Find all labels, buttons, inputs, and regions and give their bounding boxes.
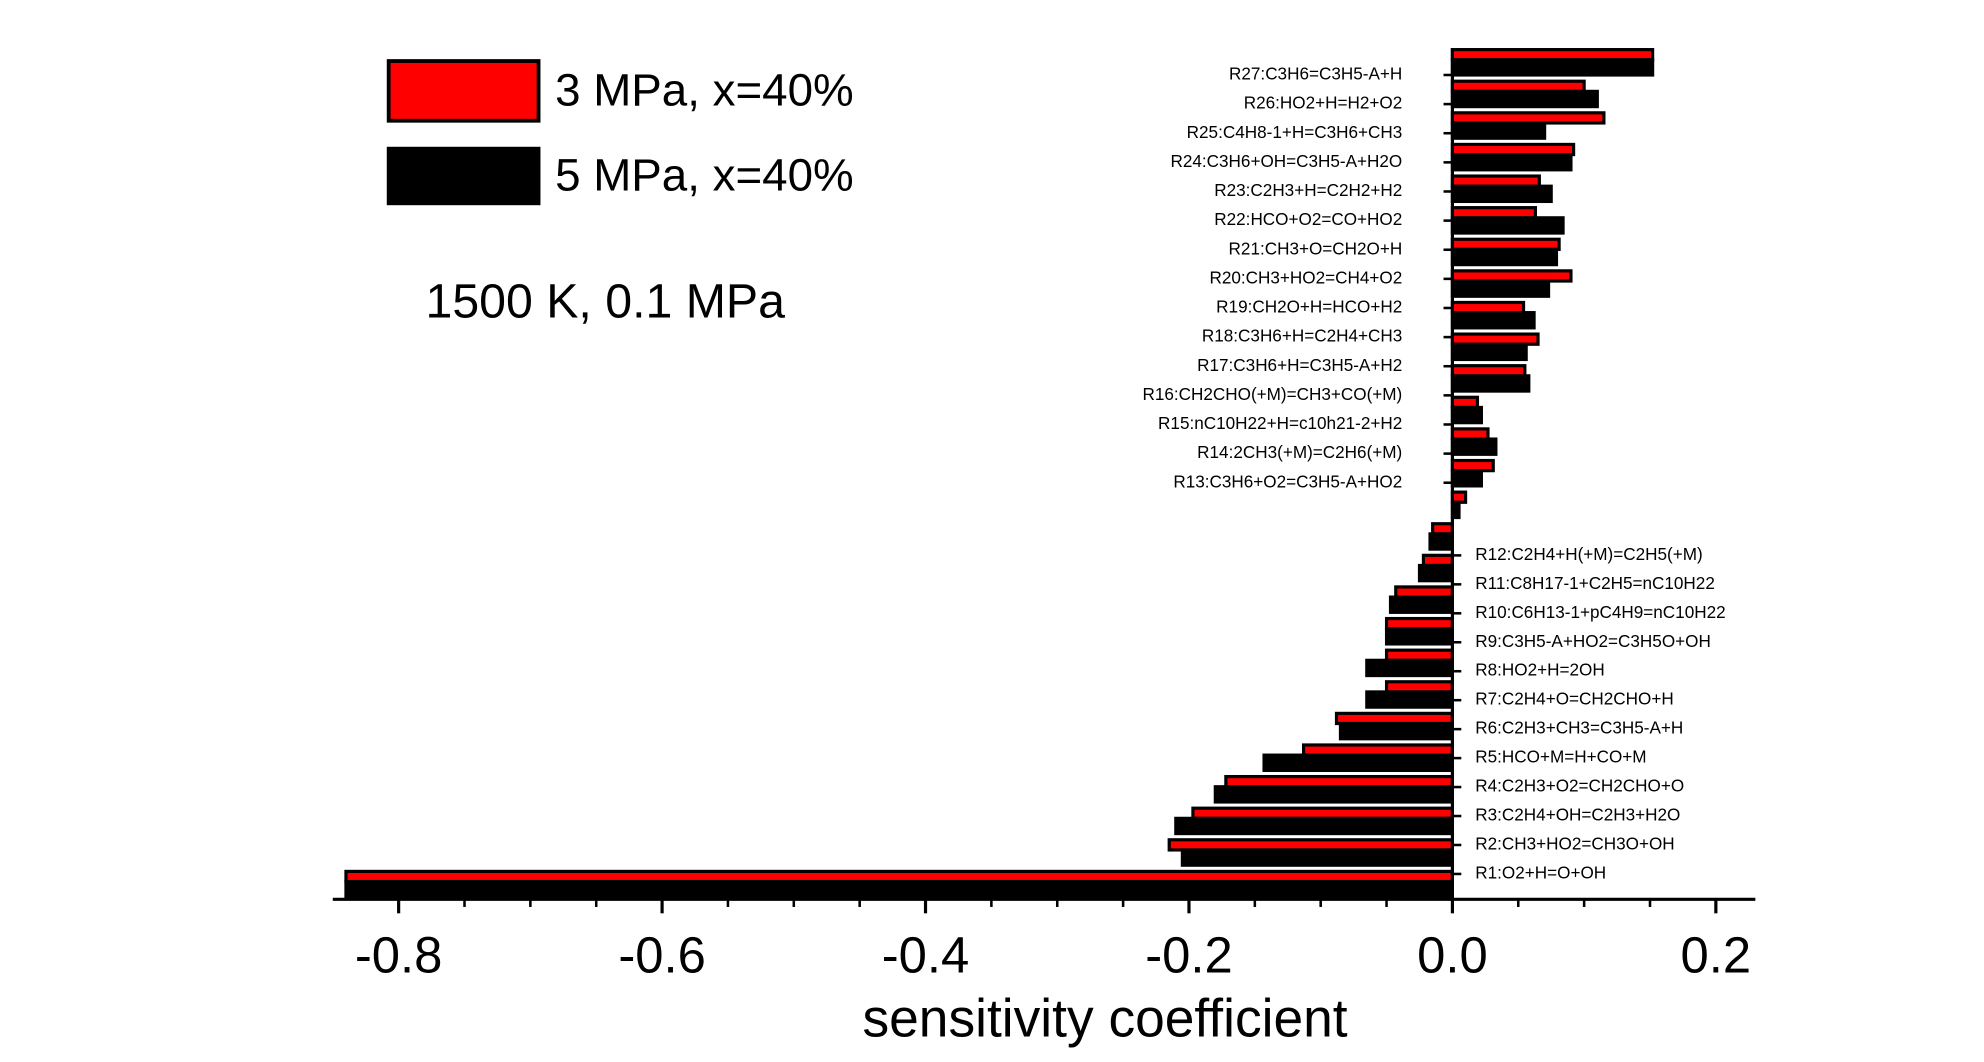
legend-label: 3 MPa, x=40% [555,65,854,116]
bar [344,879,1454,899]
bar [1450,89,1599,109]
x-tick-label: 0.2 [1681,926,1752,983]
x-tick-label: -0.8 [355,926,443,983]
bar [1450,216,1565,235]
legend-label: 5 MPa, x=40% [555,150,854,201]
category-label: R17:C3H6+H=C3H5-A+H2 [1197,355,1402,375]
legend-swatch [386,146,541,206]
bar [1450,469,1483,488]
category-label: R8:HO2+H=2OH [1475,660,1604,680]
bar [1450,247,1559,267]
bar [1365,658,1454,678]
category-label: R24:C3H6+OH=C3H5-A+H2O [1170,151,1402,171]
category-label: R27:C3H6=C3H5-A+H [1229,64,1402,84]
category-label: R26:HO2+H=H2+O2 [1244,93,1403,113]
bar [1450,342,1528,362]
bar [1180,848,1454,867]
category-label: R14:2CH3(+M)=C2H6(+M) [1197,442,1402,462]
x-axis-label: sensitivity coefficient [862,990,1347,1049]
category-label: R23:C2H3+H=C2H2+H2 [1214,180,1402,200]
bar [1450,405,1483,425]
bar [1428,532,1454,551]
category-label: R4:C2H3+O2=CH2CHO+O [1475,776,1684,796]
bar [1384,627,1454,646]
bar [1450,374,1531,393]
bar [1174,816,1454,836]
annotation: 1500 K, 0.1 MPa [426,275,786,329]
bar [1262,753,1454,772]
category-label: R19:CH2O+H=HCO+H2 [1216,297,1402,317]
category-label: R16:CH2CHO(+M)=CH3+CO(+M) [1142,384,1402,404]
category-label: R6:C2H3+CH3=C3H5-A+H [1475,718,1683,738]
bar [1388,595,1454,614]
category-label: R3:C2H4+OH=C2H3+H2O [1475,805,1680,825]
category-label: R13:C3H6+O2=C3H5-A+HO2 [1173,471,1402,491]
category-label: R12:C2H4+H(+M)=C2H5(+M) [1475,544,1702,564]
bar [1213,785,1454,804]
bar [1450,184,1553,204]
category-label: R21:CH3+O=CH2O+H [1229,238,1403,258]
category-label: R11:C8H17-1+C2H5=nC10H22 [1475,573,1715,593]
category-label: R18:C3H6+H=C2H4+CH3 [1202,326,1402,346]
legend-swatch [386,59,541,123]
x-tick-label: -0.6 [618,926,706,983]
category-label: R9:C3H5-A+HO2=C3H5O+OH [1475,631,1711,651]
category-label: R25:C4H8-1+H=C3H6+CH3 [1187,122,1403,142]
bar [1450,311,1536,330]
category-label: R15:nC10H22+H=c10h21-2+H2 [1158,413,1402,433]
category-label: R22:HCO+O2=CO+HO2 [1214,209,1402,229]
bar [1365,690,1454,709]
x-tick-label: 0.0 [1417,926,1488,983]
category-label: R5:HCO+M=H+CO+M [1475,747,1646,767]
bar [1450,279,1551,298]
category-label: R7:C2H4+O=CH2CHO+H [1475,689,1673,709]
category-label: R10:C6H13-1+pC4H9=nC10H22 [1475,602,1725,622]
x-tick-label: -0.4 [882,926,970,983]
category-label: R1:O2+H=O+OH [1475,862,1606,882]
category-label: R20:CH3+HO2=CH4+O2 [1210,267,1403,287]
category-label: R2:CH3+HO2=CH3O+OH [1475,834,1674,854]
bar [1450,153,1573,172]
bar [1417,563,1454,583]
bar [1338,721,1454,741]
bar [1450,121,1547,140]
bar [1450,58,1655,77]
bar [1450,437,1498,456]
x-tick-label: -0.2 [1145,926,1233,983]
